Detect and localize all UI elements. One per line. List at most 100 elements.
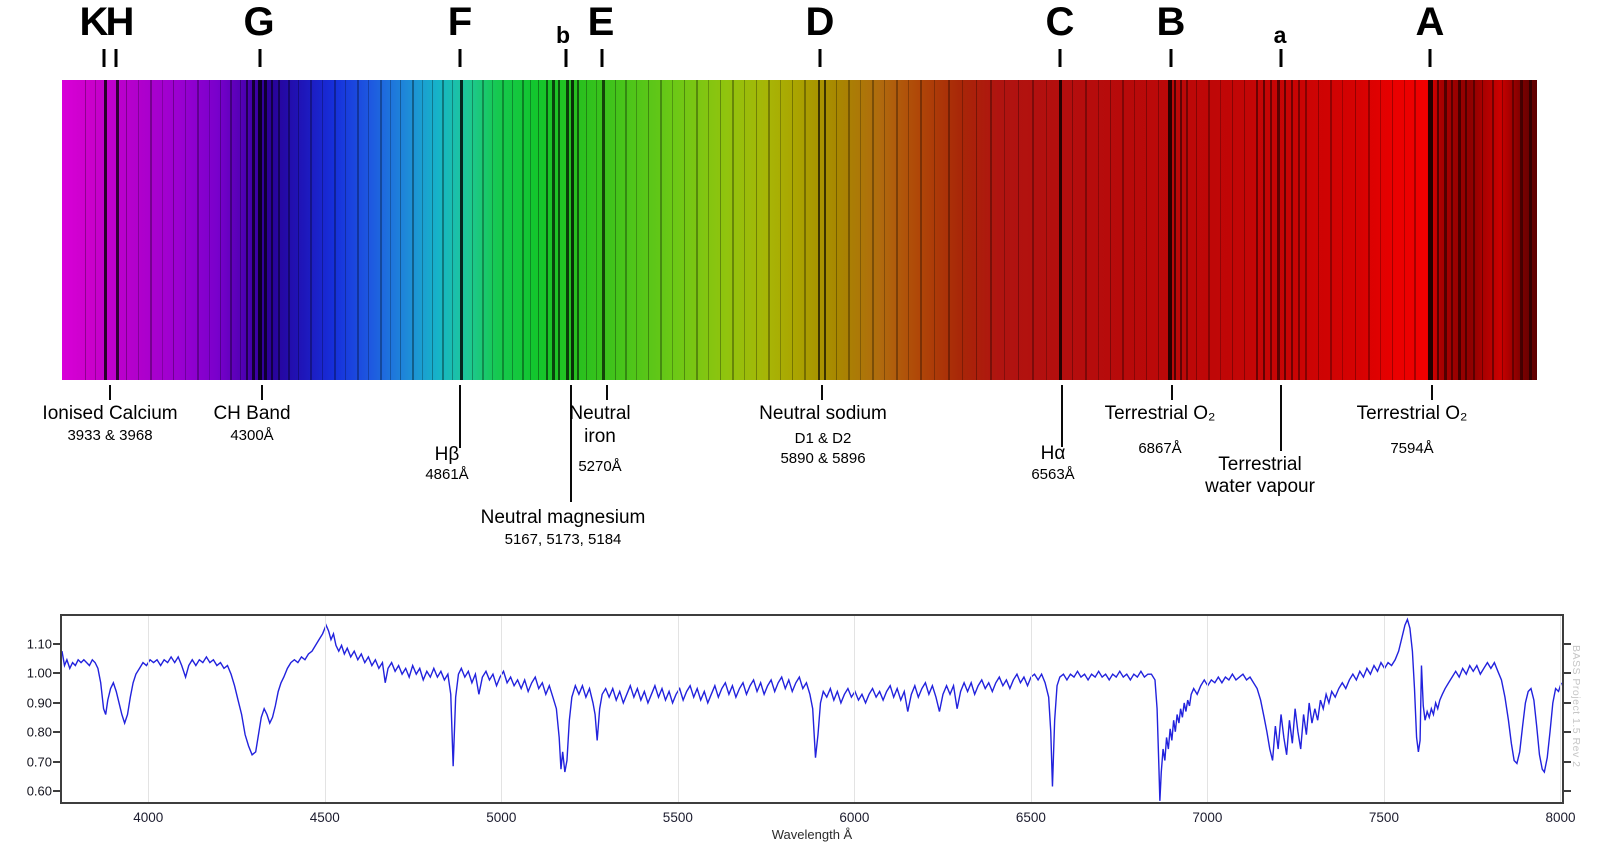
absorption-line <box>400 80 401 380</box>
neutral-iron-label-2: 5270Å <box>578 458 622 475</box>
absorption-line <box>345 80 346 380</box>
fraunhofer-letter-K: K <box>79 0 109 44</box>
absorption-line <box>586 80 587 380</box>
absorption-line <box>1158 80 1159 380</box>
x-tick-label-5000: 5000 <box>486 810 517 825</box>
fraunhofer-letter-H: H <box>105 0 135 44</box>
absorption-line <box>432 80 433 380</box>
absorption-line <box>768 80 770 380</box>
terrestrial-water-vapour-label-0: Terrestrial <box>1218 454 1302 475</box>
h-alpha-label-0: Hα <box>1040 443 1066 464</box>
y-tick-label-0.80: 0.80 <box>26 724 52 740</box>
absorption-line <box>246 80 248 380</box>
neutral-sodium-label-2: 5890 & 5896 <box>780 450 866 467</box>
absorption-line <box>1520 80 1523 380</box>
gridline-5000 <box>501 616 503 802</box>
x-tick-label-6500: 6500 <box>1015 810 1046 825</box>
neutral-sodium-pointer <box>821 385 823 400</box>
gridline-8000 <box>1560 616 1562 802</box>
absorption-line <box>1380 80 1381 380</box>
absorption-line <box>452 80 453 380</box>
fraunhofer-tick-C <box>1058 49 1062 67</box>
y-tick-label-0.60: 0.60 <box>26 783 52 799</box>
absorption-line <box>1492 80 1494 380</box>
y-tick-right-0.70 <box>1564 760 1571 763</box>
absorption-line <box>872 80 874 380</box>
h-beta-label-1: 4861Å <box>425 466 469 483</box>
y-tick-label-0.90: 0.90 <box>26 695 52 711</box>
absorption-line <box>1529 80 1532 380</box>
absorption-line <box>1368 80 1370 380</box>
absorption-line <box>1186 80 1188 380</box>
absorption-line <box>1392 80 1393 380</box>
absorption-line <box>614 80 616 380</box>
neutral-iron-pointer <box>606 385 608 400</box>
y-tick-left-0.90 <box>53 701 60 704</box>
terrestrial-water-vapour-label-1: water vapour <box>1205 476 1315 497</box>
absorption-line <box>1032 80 1034 380</box>
absorption-line <box>1330 80 1332 380</box>
absorption-line <box>334 80 336 380</box>
absorption-line <box>1180 80 1182 380</box>
watermark-credit: BASS Project 1.5 Rev 2 <box>1570 645 1582 768</box>
fraunhofer-letter-a: a <box>1273 22 1287 48</box>
absorption-line <box>1256 80 1258 380</box>
absorption-line <box>1110 80 1111 380</box>
absorption-line <box>1018 80 1019 380</box>
absorption-line <box>380 80 382 380</box>
y-tick-left-1.10 <box>53 643 60 645</box>
absorption-line <box>595 80 597 380</box>
absorption-line <box>1232 80 1233 380</box>
absorption-line <box>934 80 935 380</box>
gridline-7500 <box>1383 616 1385 802</box>
absorption-line <box>756 80 757 380</box>
absorption-line <box>126 80 127 380</box>
terrestrial-o2-a-label-0: Terrestrial O₂ <box>1356 403 1468 424</box>
y-tick-label-1.00: 1.00 <box>26 665 52 681</box>
absorption-line <box>1208 80 1210 380</box>
absorption-line <box>552 80 555 380</box>
neutral-magnesium-label-0: Neutral magnesium <box>480 507 646 528</box>
absorption-line <box>860 80 861 380</box>
absorption-line <box>367 80 369 380</box>
absorption-line <box>1298 80 1300 380</box>
neutral-magnesium-label-1: 5167, 5173, 5184 <box>504 531 622 548</box>
fraunhofer-tick-B <box>1169 49 1173 67</box>
absorption-line <box>948 80 950 380</box>
absorption-line <box>298 80 299 380</box>
x-axis-title: Wavelength Å <box>771 827 853 842</box>
absorption-line <box>150 80 152 380</box>
ionised-calcium-label-0: Ionised Calcium <box>42 403 178 424</box>
absorption-line <box>442 80 444 380</box>
absorption-line <box>1122 80 1124 380</box>
absorption-line <box>264 80 267 380</box>
y-tick-left-0.80 <box>53 731 60 734</box>
gridline-7000 <box>1207 616 1209 802</box>
ionised-calcium-pointer <box>109 385 111 400</box>
neutral-iron-label-0: Neutral <box>569 403 631 424</box>
absorption-line <box>530 80 531 380</box>
absorption-line <box>836 80 837 380</box>
ionised-calcium-label-1: 3933 & 3968 <box>67 427 153 444</box>
absorption-line <box>1437 80 1439 380</box>
absorption-line <box>1146 80 1147 380</box>
y-tick-right-1.10 <box>1564 643 1571 645</box>
terrestrial-o2-a-label-1: 7594Å <box>1390 440 1434 457</box>
neutral-iron-label-1: iron <box>584 426 616 447</box>
absorption-line <box>671 80 673 380</box>
absorption-line <box>258 80 262 380</box>
fraunhofer-tick-H <box>114 49 118 67</box>
absorption-line <box>824 80 826 380</box>
absorption-line <box>184 80 186 380</box>
fraunhofer-tick-F <box>458 49 462 67</box>
absorption-line <box>708 80 709 380</box>
y-tick-left-1.00 <box>53 672 60 675</box>
y-tick-right-1.00 <box>1564 672 1571 675</box>
absorption-line <box>804 80 806 380</box>
x-tick-label-6000: 6000 <box>839 810 870 825</box>
absorption-line <box>412 80 414 380</box>
absorption-line <box>648 80 649 380</box>
absorption-line <box>908 80 909 380</box>
h-alpha-pointer <box>1061 385 1063 447</box>
absorption-line <box>390 80 391 380</box>
